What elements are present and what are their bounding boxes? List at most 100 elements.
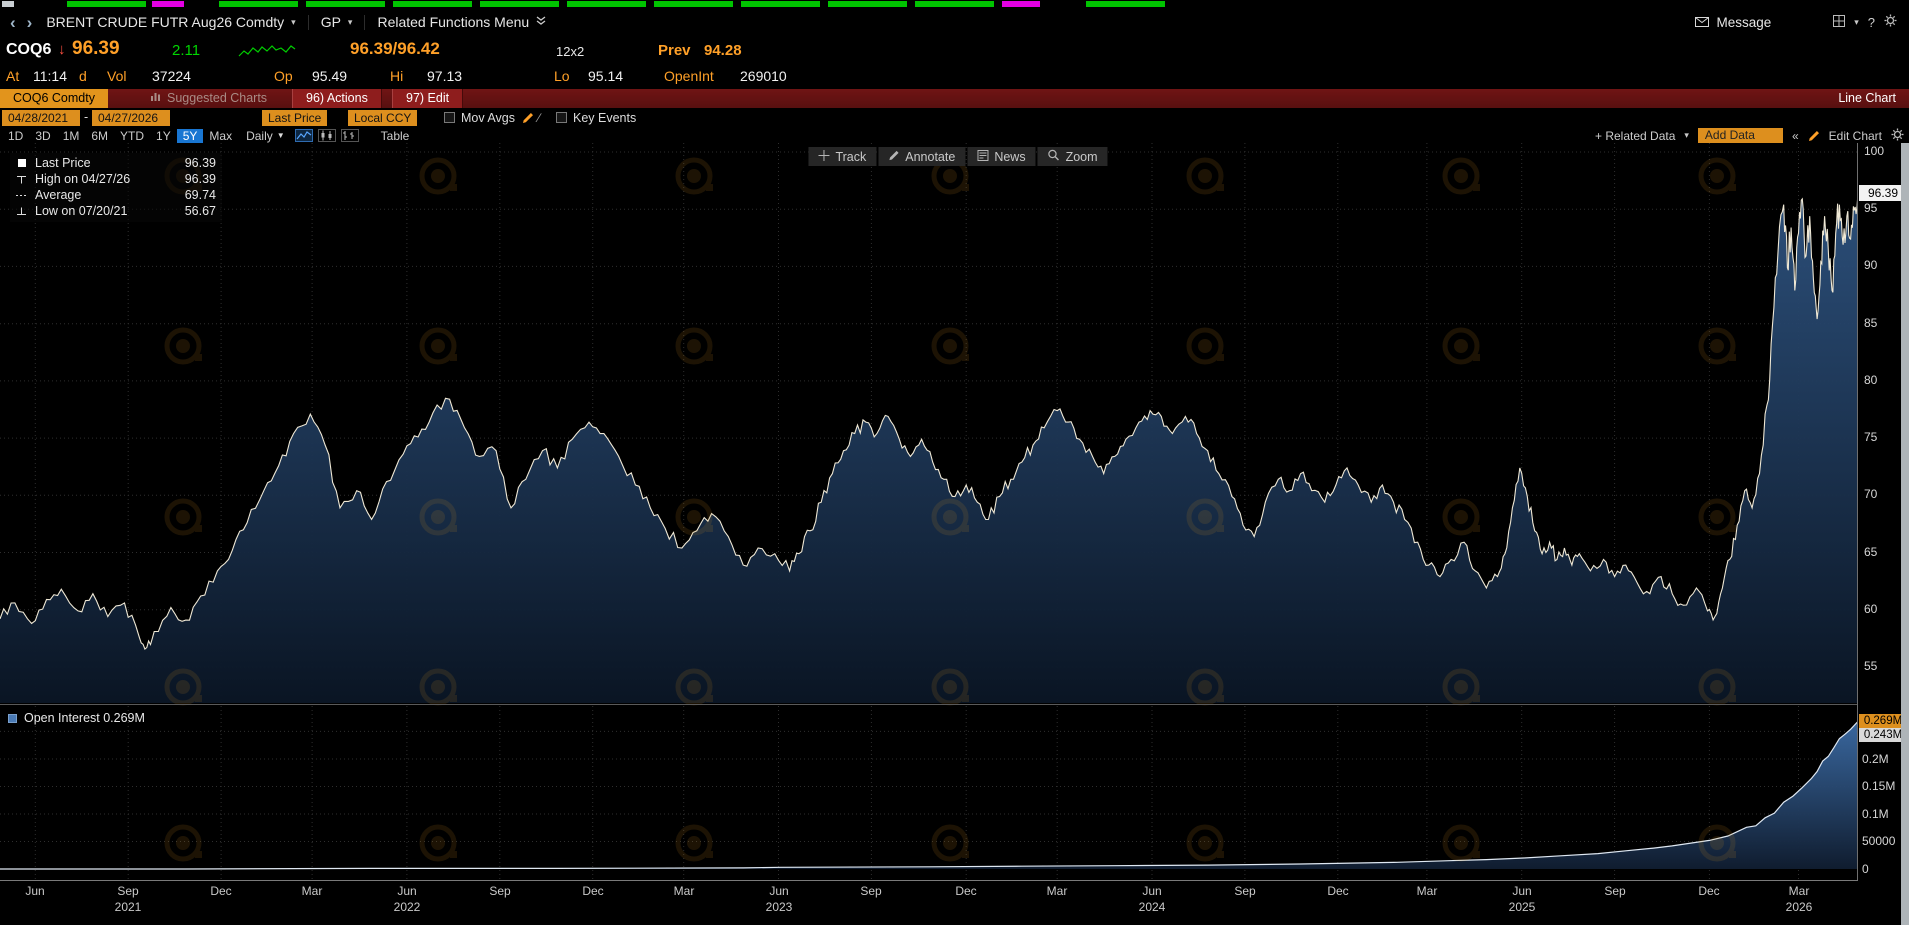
workspace-tab[interactable] — [219, 1, 298, 7]
open-interest-axis-badge: 0.269M — [1859, 713, 1907, 728]
back-icon[interactable]: ‹ — [10, 12, 16, 32]
news-icon — [977, 149, 989, 164]
message-button[interactable]: Message — [1695, 15, 1771, 30]
range-max[interactable]: Max — [209, 128, 233, 143]
workspace-tab[interactable] — [306, 1, 385, 7]
field-selector[interactable]: Last Price — [262, 110, 328, 126]
workspace-tab[interactable] — [152, 1, 184, 7]
price-chart[interactable] — [0, 143, 1858, 703]
settings-gear-icon[interactable] — [1891, 128, 1904, 144]
help-icon[interactable]: ? — [1867, 14, 1875, 30]
line-chart-type-icon[interactable] — [294, 129, 313, 142]
security-selector[interactable]: BRENT CRUDE FUTR Aug26 Comdty ▾ — [41, 14, 300, 30]
annotate-button[interactable]: Annotate — [878, 147, 966, 166]
x-axis-month-label: Sep — [860, 884, 882, 898]
zoom-button[interactable]: Zoom — [1037, 147, 1108, 166]
track-button[interactable]: Track — [808, 147, 877, 166]
x-axis-year-label: 2024 — [1138, 900, 1166, 914]
workspace-tab[interactable] — [654, 1, 733, 7]
frequency-selector[interactable]: Daily ▼ — [246, 129, 285, 143]
workspace-tab[interactable] — [741, 1, 820, 7]
x-axis-year-label: 2025 — [1508, 900, 1536, 914]
edit-menu-button[interactable]: 97) Edit — [392, 89, 464, 108]
chevron-down-icon[interactable]: ▾ — [1854, 16, 1859, 27]
workspace-tab[interactable] — [1086, 1, 1165, 7]
workspace-tab[interactable] — [1002, 1, 1040, 7]
key-events-checkbox[interactable] — [556, 112, 567, 123]
legend-label: High on 04/27/26 — [35, 172, 131, 186]
actions-menu-button[interactable]: 96) Actions — [292, 89, 382, 108]
table-button[interactable]: Table — [380, 128, 410, 143]
range-1m[interactable]: 1M — [62, 128, 80, 143]
low-label: Lo — [554, 68, 570, 84]
range-ytd[interactable]: YTD — [120, 128, 145, 143]
open-interest-line — [0, 720, 1858, 870]
at-time: 11:14 — [33, 68, 67, 84]
open-interest-axis-label: 50000 — [1862, 834, 1896, 849]
workspace-tab[interactable] — [480, 1, 559, 7]
x-axis-month-label: Jun — [25, 884, 45, 898]
suggested-charts-button[interactable]: Suggested Charts — [150, 89, 267, 108]
forward-icon[interactable]: › — [26, 12, 33, 32]
x-axis-month-label: Mar — [301, 884, 323, 898]
range-1y[interactable]: 1Y — [156, 128, 171, 143]
high-value: 97.13 — [427, 68, 463, 84]
workspace-tab[interactable] — [828, 1, 907, 7]
open-interest-axis-label: 0.2M — [1862, 751, 1889, 766]
panel-divider[interactable] — [0, 704, 1858, 705]
last-price: 96.39 — [72, 38, 120, 59]
edit-chart-button[interactable]: Edit Chart — [1828, 128, 1882, 143]
slash-icon: ∕ — [538, 111, 541, 125]
candle-chart-type-icon[interactable] — [317, 129, 336, 142]
workspace-tab[interactable] — [67, 1, 146, 7]
price-area-fill — [0, 193, 1858, 703]
news-label: News — [994, 149, 1026, 164]
vol-label: Vol — [107, 68, 127, 84]
bar-chart-type-icon[interactable] — [340, 129, 359, 142]
related-functions-menu[interactable]: Related Functions Menu — [372, 14, 551, 30]
range-3d[interactable]: 3D — [35, 128, 51, 143]
workspace-tab-strip[interactable] — [0, 0, 1909, 8]
date-to-input[interactable]: 04/27/2026 — [92, 110, 170, 126]
high-label: Hi — [390, 68, 404, 84]
collapse-chevrons-icon[interactable]: « — [1791, 128, 1799, 143]
edit-pencil-icon — [1808, 130, 1820, 142]
security-tag[interactable]: COQ6 Comdty — [0, 89, 108, 108]
bid-ask: 96.39/96.42 — [350, 39, 440, 58]
legend-label: Average — [35, 188, 82, 202]
chevron-down-icon: ▼ — [276, 131, 285, 140]
high-marker-icon — [14, 175, 29, 184]
x-axis-year-label: 2026 — [1785, 900, 1813, 914]
range-5y[interactable]: 5Y — [176, 128, 204, 143]
zoom-label: Zoom — [1065, 149, 1098, 164]
vertical-scrollbar[interactable] — [1901, 143, 1909, 925]
date-from-input[interactable]: 04/28/2021 — [2, 110, 80, 126]
legend-value: 56.67 — [184, 204, 216, 218]
function-selector[interactable]: GP ▾ — [316, 14, 358, 30]
panels-icon[interactable] — [1833, 14, 1846, 30]
open-interest-axis-label: 0.15M — [1862, 779, 1896, 794]
open-interest-chart[interactable] — [0, 706, 1858, 881]
open-interest-area-fill — [0, 721, 1858, 869]
x-axis-month-label: Mar — [1416, 884, 1438, 898]
range-6m[interactable]: 6M — [91, 128, 109, 143]
mov-avgs-checkbox[interactable] — [444, 112, 455, 123]
workspace-tab[interactable] — [393, 1, 472, 7]
edit-pencil-icon[interactable] — [522, 112, 534, 128]
last-price-marker-icon — [14, 159, 29, 167]
workspace-tab[interactable] — [567, 1, 646, 7]
open-interest-swatch-icon — [8, 713, 17, 723]
chart-area[interactable]: Last Price 96.39 High on 04/27/26 96.39 … — [0, 143, 1909, 925]
average-marker-icon — [14, 191, 29, 200]
workspace-tab[interactable] — [915, 1, 994, 7]
chart-type-icons — [294, 129, 359, 142]
currency-selector[interactable]: Local CCY — [348, 110, 418, 126]
workspace-tab[interactable] — [2, 1, 14, 7]
related-data-button[interactable]: + Related Data — [1594, 128, 1676, 143]
price-axis-label: 95 — [1864, 201, 1878, 216]
range-1d[interactable]: 1D — [8, 128, 24, 143]
settings-gear-icon[interactable] — [1884, 14, 1897, 30]
add-data-input[interactable]: Add Data — [1697, 128, 1783, 143]
news-button[interactable]: News — [967, 147, 1036, 166]
x-axis-month-label: Sep — [1604, 884, 1626, 898]
